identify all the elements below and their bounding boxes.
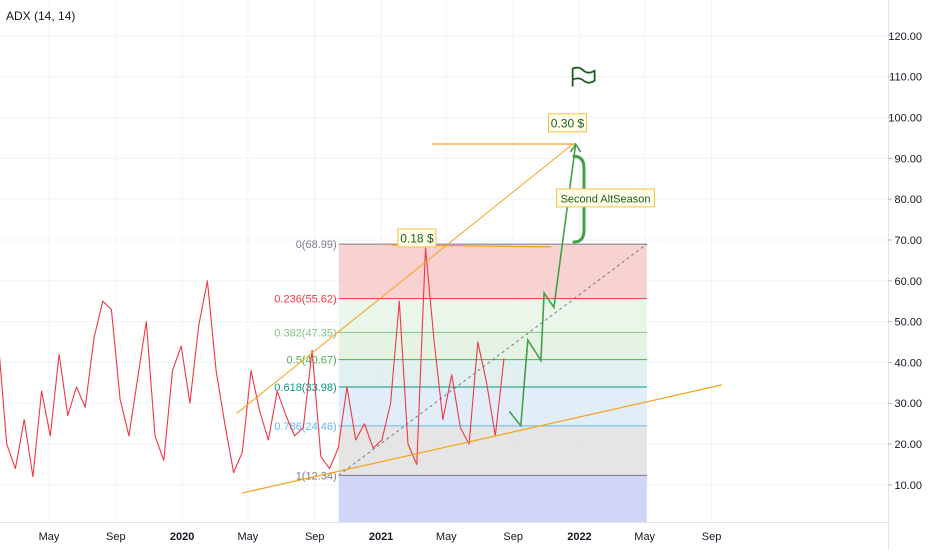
x-tick-label: Sep (106, 531, 126, 543)
price-label-mid-box (397, 228, 437, 248)
fib-zone (338, 475, 647, 522)
x-tick-label: 2022 (567, 531, 591, 543)
x-tick-label: Sep (503, 531, 523, 543)
flag-icon (571, 66, 596, 87)
price-label-target-box (547, 113, 587, 133)
callout-label-box (556, 188, 656, 208)
fib-level-label: 0(68.99) (296, 239, 337, 251)
fib-level-label: 0.382(47.35) (274, 327, 336, 339)
x-tick-label: Sep (305, 531, 325, 543)
y-tick-label: 110.00 (889, 72, 922, 84)
y-tick-label: 60.00 (894, 276, 922, 288)
fibonacci-retracement: 0(68.99)0.236(55.62)0.382(47.35)0.5(40.6… (274, 239, 648, 522)
adx-series-line (0, 247, 505, 478)
indicator-title: ADX (14, 14) (6, 9, 76, 23)
fib-level-label: 0.236(55.62) (274, 294, 336, 306)
callout-label: Second AltSeason (561, 193, 651, 205)
fib-zone (338, 298, 647, 333)
y-tick-label: 80.00 (894, 194, 922, 206)
x-tick-label: May (436, 531, 457, 543)
x-tick-label: May (634, 531, 655, 543)
projection-arrowhead (569, 142, 582, 153)
price-label-mid-group: 0.18 $ (397, 228, 437, 248)
fib-zone (338, 332, 647, 360)
price-label-target-group: 0.30 $ (547, 113, 587, 133)
fib-level-label: 0.618(33.98) (274, 382, 336, 394)
y-tick-label: 50.00 (894, 317, 922, 329)
y-tick-label: 30.00 (894, 398, 922, 410)
lower-trendline (241, 384, 722, 494)
x-tick-label: 2021 (369, 531, 393, 543)
y-tick-label: 120.00 (888, 31, 922, 43)
x-tick-label: Sep (702, 531, 722, 543)
y-tick-label: 90.00 (894, 153, 922, 165)
price-label-target: 0.30 $ (551, 116, 585, 130)
x-tick-label: May (238, 531, 259, 543)
fib-zone (338, 244, 647, 299)
drawings-layer: 0.18 $ 0.30 $ Second AltSeason (236, 66, 722, 494)
y-tick-label: 20.00 (894, 439, 922, 451)
y-tick-label: 100.00 (888, 113, 922, 125)
y-tick-label: 40.00 (894, 357, 922, 369)
projection-path (508, 143, 577, 428)
x-tick-label: 2020 (170, 531, 194, 543)
y-tick-label: 70.00 (894, 235, 922, 247)
y-axis: 10.00 20.00 30.00 40.00 50.00 60.00 70.00 80.00… (888, 31, 922, 492)
fib-level-label: 0.786(24.46) (274, 421, 336, 433)
callout-label-group: Second AltSeason (556, 188, 656, 208)
price-label-mid: 0.18 $ (400, 231, 434, 245)
fib-zone (338, 359, 647, 387)
upper-trendline (236, 143, 574, 414)
fib-zone (338, 425, 647, 476)
x-axis: May Sep 2020 May Sep 2021 May Sep 2022 May Sep (39, 531, 722, 543)
fib-trend-line (338, 243, 648, 476)
y-tick-label: 10.00 (894, 480, 922, 492)
x-tick-label: May (39, 531, 60, 543)
